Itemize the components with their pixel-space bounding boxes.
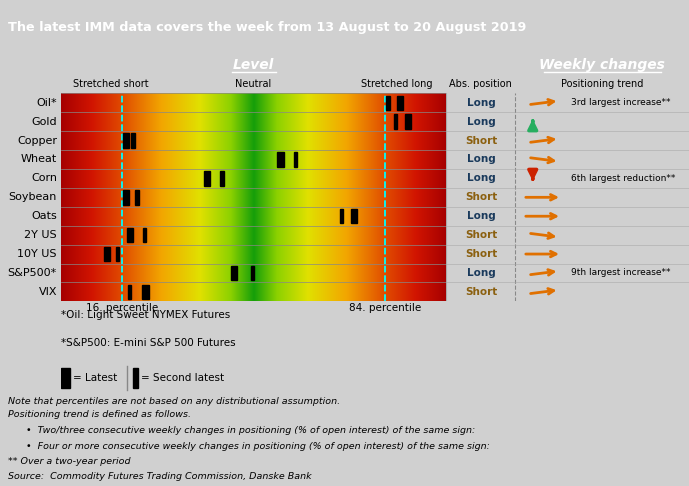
Text: Oil*: Oil* bbox=[37, 98, 57, 108]
Text: Wheat: Wheat bbox=[21, 155, 57, 164]
Bar bbox=[204, 171, 210, 186]
Text: Short: Short bbox=[465, 287, 497, 297]
Bar bbox=[123, 190, 130, 205]
Text: Gold: Gold bbox=[32, 117, 57, 127]
Bar bbox=[220, 171, 224, 186]
Text: VIX: VIX bbox=[39, 287, 57, 297]
Text: Positioning trend is defined as follows.: Positioning trend is defined as follows. bbox=[8, 410, 192, 419]
Text: ** Over a two-year period: ** Over a two-year period bbox=[8, 457, 131, 467]
Text: *S&P500: E-mini S&P 500 Futures: *S&P500: E-mini S&P 500 Futures bbox=[61, 338, 235, 347]
Bar bbox=[397, 96, 403, 110]
Text: 3rd largest increase**: 3rd largest increase** bbox=[571, 98, 670, 107]
Text: Long: Long bbox=[466, 98, 495, 108]
Bar bbox=[294, 152, 297, 167]
Bar bbox=[351, 209, 357, 224]
Bar bbox=[123, 133, 130, 148]
Text: Long: Long bbox=[466, 268, 495, 278]
Bar bbox=[132, 133, 135, 148]
Bar bbox=[278, 152, 284, 167]
Text: The latest IMM data covers the week from 13 August to 20 August 2019: The latest IMM data covers the week from… bbox=[8, 21, 526, 35]
Bar bbox=[251, 266, 254, 280]
Text: 6th largest reduction**: 6th largest reduction** bbox=[571, 174, 675, 183]
Text: = Second latest: = Second latest bbox=[141, 373, 224, 383]
Bar bbox=[340, 209, 343, 224]
Text: Level: Level bbox=[233, 58, 274, 71]
Text: 84. percentile: 84. percentile bbox=[349, 303, 421, 313]
Text: Neutral: Neutral bbox=[236, 79, 271, 89]
Text: Long: Long bbox=[466, 117, 495, 127]
Text: 9th largest increase**: 9th largest increase** bbox=[571, 268, 670, 278]
Text: *Oil: Light Sweet NYMEX Futures: *Oil: Light Sweet NYMEX Futures bbox=[61, 310, 230, 320]
Text: 10Y US: 10Y US bbox=[17, 249, 57, 259]
Bar bbox=[127, 285, 131, 299]
Bar bbox=[394, 115, 398, 129]
Text: •  Four or more consecutive weekly changes in positioning (% of open interest) o: • Four or more consecutive weekly change… bbox=[26, 442, 490, 451]
Text: Positioning trend: Positioning trend bbox=[561, 79, 644, 89]
Bar bbox=[127, 228, 133, 243]
Text: 2Y US: 2Y US bbox=[24, 230, 57, 240]
Bar bbox=[386, 96, 389, 110]
Text: Short: Short bbox=[465, 230, 497, 240]
Text: 16. percentile: 16. percentile bbox=[86, 303, 158, 313]
Text: Short: Short bbox=[465, 192, 497, 202]
Bar bbox=[116, 247, 119, 261]
Text: Soybean: Soybean bbox=[9, 192, 57, 202]
Text: = Latest: = Latest bbox=[73, 373, 117, 383]
Text: Short: Short bbox=[465, 249, 497, 259]
Text: Stretched long: Stretched long bbox=[360, 79, 432, 89]
Text: Long: Long bbox=[466, 174, 495, 183]
Text: Abs. position: Abs. position bbox=[449, 79, 513, 89]
Bar bbox=[135, 190, 138, 205]
Text: Oats: Oats bbox=[31, 211, 57, 221]
Text: Short: Short bbox=[465, 136, 497, 146]
Bar bbox=[232, 266, 237, 280]
Bar bbox=[132, 368, 138, 388]
Text: Long: Long bbox=[466, 211, 495, 221]
Bar bbox=[104, 247, 110, 261]
Bar bbox=[405, 115, 411, 129]
Text: Stretched short: Stretched short bbox=[73, 79, 149, 89]
Text: S&P500*: S&P500* bbox=[8, 268, 57, 278]
Text: •  Two/three consecutive weekly changes in positioning (% of open interest) of t: • Two/three consecutive weekly changes i… bbox=[26, 426, 475, 435]
Text: Corn: Corn bbox=[31, 174, 57, 183]
Bar bbox=[143, 285, 149, 299]
Bar bbox=[61, 368, 70, 388]
Text: Weekly changes: Weekly changes bbox=[539, 58, 665, 71]
Bar bbox=[143, 228, 147, 243]
Text: Note that percentiles are not based on any distributional assumption.: Note that percentiles are not based on a… bbox=[8, 397, 340, 405]
Text: Source:  Commodity Futures Trading Commission, Danske Bank: Source: Commodity Futures Trading Commis… bbox=[8, 472, 312, 481]
Text: Copper: Copper bbox=[17, 136, 57, 146]
Text: Long: Long bbox=[466, 155, 495, 164]
